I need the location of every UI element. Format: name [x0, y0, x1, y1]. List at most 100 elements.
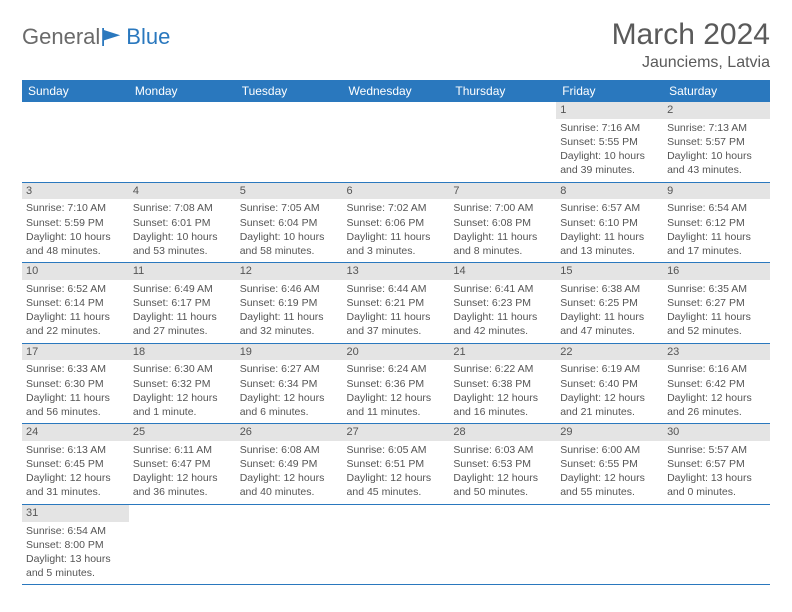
- daylight1-text: Daylight: 11 hours: [347, 310, 446, 324]
- calendar-table: Sunday Monday Tuesday Wednesday Thursday…: [22, 80, 770, 585]
- sunset-text: Sunset: 6:10 PM: [560, 216, 659, 230]
- sunrise-text: Sunrise: 6:41 AM: [453, 282, 552, 296]
- calendar-cell: 28Sunrise: 6:03 AMSunset: 6:53 PMDayligh…: [449, 424, 556, 505]
- weekday-header: Thursday: [449, 80, 556, 102]
- daylight2-text: and 36 minutes.: [133, 485, 232, 499]
- day-number: 27: [343, 424, 450, 441]
- sunrise-text: Sunrise: 6:16 AM: [667, 362, 766, 376]
- day-number: 18: [129, 344, 236, 361]
- day-number: 12: [236, 263, 343, 280]
- sunrise-text: Sunrise: 6:54 AM: [26, 524, 125, 538]
- header: General Blue March 2024 Jaunciems, Latvi…: [22, 18, 770, 72]
- calendar-row: 10 Sunrise: 6:52 AMSunset: 6:14 PM Dayligh…: [22, 263, 770, 344]
- calendar-cell: 20Sunrise: 6:24 AMSunset: 6:36 PMDayligh…: [343, 343, 450, 424]
- sunrise-text: Sunrise: 6:52 AM: [26, 282, 125, 296]
- daylight2-text: and 31 minutes.: [26, 485, 125, 499]
- calendar-cell: 4Sunrise: 7:08 AMSunset: 6:01 PMDaylight…: [129, 182, 236, 263]
- daylight2-text: and 47 minutes.: [560, 324, 659, 338]
- calendar-cell: [129, 504, 236, 585]
- sunrise-text: Sunrise: 7:08 AM: [133, 201, 232, 215]
- day-number: 23: [663, 344, 770, 361]
- calendar-cell: [343, 102, 450, 182]
- daylight1-text: Daylight: 10 hours: [560, 149, 659, 163]
- day-number: 26: [236, 424, 343, 441]
- sunrise-text: Sunrise: 6:08 AM: [240, 443, 339, 457]
- sunrise-text: Sunrise: 6:11 AM: [133, 443, 232, 457]
- daylight1-text: Daylight: 12 hours: [133, 471, 232, 485]
- daylight1-text: Daylight: 12 hours: [240, 471, 339, 485]
- day-number: 24: [22, 424, 129, 441]
- sunrise-text: Sunrise: 6:44 AM: [347, 282, 446, 296]
- calendar-cell: 12Sunrise: 6:46 AMSunset: 6:19 PMDayligh…: [236, 263, 343, 344]
- weekday-header: Friday: [556, 80, 663, 102]
- sunset-text: Sunset: 6:30 PM: [26, 377, 125, 391]
- daylight2-text: and 22 minutes.: [26, 324, 125, 338]
- day-number: 3: [22, 183, 129, 200]
- calendar-cell: 17Sunrise: 6:33 AMSunset: 6:30 PMDayligh…: [22, 343, 129, 424]
- calendar-row: 17Sunrise: 6:33 AMSunset: 6:30 PMDayligh…: [22, 343, 770, 424]
- logo-text-blue: Blue: [126, 24, 170, 50]
- sunrise-text: Sunrise: 7:02 AM: [347, 201, 446, 215]
- daylight2-text: and 5 minutes.: [26, 566, 125, 580]
- daylight2-text: and 39 minutes.: [560, 163, 659, 177]
- day-number: 6: [343, 183, 450, 200]
- daylight1-text: Daylight: 11 hours: [453, 310, 552, 324]
- calendar-cell: 15Sunrise: 6:38 AMSunset: 6:25 PMDayligh…: [556, 263, 663, 344]
- calendar-cell: 30Sunrise: 5:57 AMSunset: 6:57 PMDayligh…: [663, 424, 770, 505]
- day-number: 25: [129, 424, 236, 441]
- daylight2-text: and 55 minutes.: [560, 485, 659, 499]
- daylight1-text: Daylight: 11 hours: [560, 310, 659, 324]
- sunset-text: Sunset: 6:32 PM: [133, 377, 232, 391]
- calendar-cell: 24Sunrise: 6:13 AMSunset: 6:45 PMDayligh…: [22, 424, 129, 505]
- sunset-text: Sunset: 6:47 PM: [133, 457, 232, 471]
- weekday-header: Saturday: [663, 80, 770, 102]
- daylight2-text: and 52 minutes.: [667, 324, 766, 338]
- daylight1-text: Daylight: 10 hours: [133, 230, 232, 244]
- day-number: 10: [22, 263, 129, 280]
- daylight2-text: and 8 minutes.: [453, 244, 552, 258]
- daylight2-text: and 43 minutes.: [667, 163, 766, 177]
- daylight2-text: and 21 minutes.: [560, 405, 659, 419]
- sunset-text: Sunset: 6:04 PM: [240, 216, 339, 230]
- day-number: 15: [556, 263, 663, 280]
- daylight2-text: and 37 minutes.: [347, 324, 446, 338]
- sunset-text: Sunset: 6:23 PM: [453, 296, 552, 310]
- day-number: 28: [449, 424, 556, 441]
- sunset-text: Sunset: 6:49 PM: [240, 457, 339, 471]
- daylight2-text: and 53 minutes.: [133, 244, 232, 258]
- calendar-row: 1Sunrise: 7:16 AMSunset: 5:55 PMDaylight…: [22, 102, 770, 182]
- day-number: 13: [343, 263, 450, 280]
- calendar-cell: 13Sunrise: 6:44 AMSunset: 6:21 PMDayligh…: [343, 263, 450, 344]
- day-number: 19: [236, 344, 343, 361]
- sunrise-text: Sunrise: 7:00 AM: [453, 201, 552, 215]
- daylight2-text: and 27 minutes.: [133, 324, 232, 338]
- daylight2-text: and 6 minutes.: [240, 405, 339, 419]
- daylight1-text: Daylight: 12 hours: [133, 391, 232, 405]
- calendar-cell: [556, 504, 663, 585]
- calendar-cell: 16Sunrise: 6:35 AMSunset: 6:27 PMDayligh…: [663, 263, 770, 344]
- calendar-cell: [449, 504, 556, 585]
- sunset-text: Sunset: 6:55 PM: [560, 457, 659, 471]
- day-number: 11: [129, 263, 236, 280]
- daylight2-text: and 1 minute.: [133, 405, 232, 419]
- sunset-text: Sunset: 6:06 PM: [347, 216, 446, 230]
- sunset-text: Sunset: 5:57 PM: [667, 135, 766, 149]
- day-number: 9: [663, 183, 770, 200]
- calendar-cell: 7Sunrise: 7:00 AMSunset: 6:08 PMDaylight…: [449, 182, 556, 263]
- daylight1-text: Daylight: 12 hours: [347, 471, 446, 485]
- sunrise-text: Sunrise: 5:57 AM: [667, 443, 766, 457]
- calendar-cell: 27Sunrise: 6:05 AMSunset: 6:51 PMDayligh…: [343, 424, 450, 505]
- daylight1-text: Daylight: 10 hours: [667, 149, 766, 163]
- weekday-header-row: Sunday Monday Tuesday Wednesday Thursday…: [22, 80, 770, 102]
- daylight2-text: and 58 minutes.: [240, 244, 339, 258]
- calendar-cell: [22, 102, 129, 182]
- calendar-cell: 14Sunrise: 6:41 AMSunset: 6:23 PMDayligh…: [449, 263, 556, 344]
- daylight2-text: and 42 minutes.: [453, 324, 552, 338]
- sunset-text: Sunset: 6:12 PM: [667, 216, 766, 230]
- daylight1-text: Daylight: 10 hours: [26, 230, 125, 244]
- sunrise-text: Sunrise: 6:19 AM: [560, 362, 659, 376]
- calendar-cell: [449, 102, 556, 182]
- sunset-text: Sunset: 6:14 PM: [26, 296, 125, 310]
- flag-icon: [102, 28, 124, 46]
- calendar-cell: 19Sunrise: 6:27 AMSunset: 6:34 PMDayligh…: [236, 343, 343, 424]
